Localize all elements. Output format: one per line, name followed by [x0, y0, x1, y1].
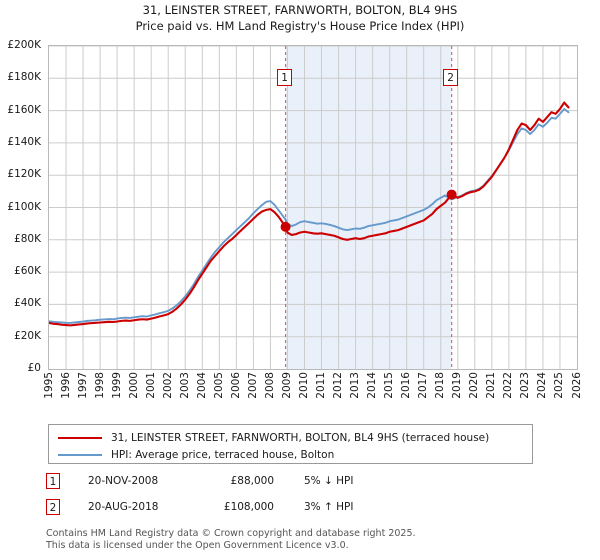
- x-axis-tick-label: 1996: [59, 372, 72, 399]
- x-axis-tick-label: 2021: [485, 372, 498, 399]
- transaction-hpi-delta: 5% ↓ HPI: [304, 475, 354, 487]
- x-axis-tick-label: 2007: [246, 372, 259, 399]
- x-axis-tick-label: 2018: [434, 372, 447, 399]
- page-title: 31, LEINSTER STREET, FARNWORTH, BOLTON, …: [0, 2, 600, 34]
- transaction-number-badge: 1: [46, 473, 60, 489]
- x-axis-tick-label: 2008: [263, 372, 276, 399]
- footer-line-1: Contains HM Land Registry data © Crown c…: [46, 528, 416, 539]
- x-axis-tick-label: 2000: [127, 372, 140, 399]
- x-axis-tick-label: 2002: [161, 372, 174, 399]
- x-axis-tick-label: 2011: [315, 372, 328, 399]
- title-line-1: 31, LEINSTER STREET, FARNWORTH, BOLTON, …: [142, 3, 458, 17]
- x-axis-tick-label: 2001: [144, 372, 157, 399]
- x-axis-tick-label: 2009: [280, 372, 293, 399]
- attribution-footer: Contains HM Land Registry data © Crown c…: [46, 528, 586, 551]
- legend-swatch-price-paid: [58, 436, 102, 439]
- x-axis-tick-label: 2003: [178, 372, 191, 399]
- x-axis-tick-label: 2015: [383, 372, 396, 399]
- x-axis-tick-label: 2010: [297, 372, 310, 399]
- x-axis-tick-label: 2025: [553, 372, 566, 399]
- legend-label-price-paid: 31, LEINSTER STREET, FARNWORTH, BOLTON, …: [111, 431, 490, 444]
- x-axis-tick-label: 2013: [349, 372, 362, 399]
- y-axis-tick-label: £60K: [14, 265, 41, 278]
- transaction-number-badge: 2: [46, 499, 60, 515]
- x-axis-labels: 1995 1996 1997 1998 1999 2000 2001 2002 2003 2004…: [43, 372, 583, 418]
- table-row: 1 20-NOV-2008 £88,000 5% ↓ HPI: [46, 473, 476, 499]
- y-axis-tick-label: £200K: [7, 39, 41, 51]
- y-axis-tick-label: £0: [27, 362, 41, 374]
- chart-legend: 31, LEINSTER STREET, FARNWORTH, BOLTON, …: [48, 424, 533, 464]
- x-axis-tick-label: 1999: [110, 372, 123, 399]
- plot-canvas: [48, 45, 578, 370]
- x-axis-tick-label: 2017: [417, 372, 430, 399]
- x-axis-tick-label: 2020: [468, 372, 481, 399]
- x-axis-tick-label: 2012: [332, 372, 345, 399]
- y-axis-tick-label: £20K: [14, 329, 41, 342]
- legend-item-hpi: HPI: Average price, terraced house, Bolt…: [55, 446, 526, 463]
- transaction-price: £88,000: [230, 475, 274, 487]
- y-axis-tick-label: £140K: [7, 135, 41, 148]
- x-axis-tick-label: 2005: [212, 372, 225, 399]
- legend-item-price-paid: 31, LEINSTER STREET, FARNWORTH, BOLTON, …: [55, 429, 526, 446]
- y-axis-labels: £0 £20K £40K £60K £80K £100K £120K £140K £160K £1…: [0, 40, 46, 374]
- x-axis-tick-label: 2024: [536, 372, 549, 399]
- legend-swatch-hpi: [58, 453, 102, 456]
- x-axis-tick-label: 2022: [502, 372, 515, 399]
- y-axis-tick-label: £120K: [7, 168, 41, 181]
- table-row: 2 20-AUG-2018 £108,000 3% ↑ HPI: [46, 499, 476, 525]
- chart-marker-box-1: 1: [277, 68, 293, 86]
- x-axis-tick-label: 2023: [519, 372, 532, 399]
- x-axis-tick-label: 2026: [570, 372, 583, 399]
- chart-marker-box-2: 2: [443, 68, 459, 86]
- price-history-line-chart: [49, 46, 577, 369]
- y-axis-tick-label: £40K: [14, 297, 41, 310]
- y-axis-tick-label: £160K: [7, 103, 41, 116]
- transaction-price: £108,000: [223, 501, 274, 513]
- x-axis-tick-label: 1995: [42, 372, 55, 399]
- x-axis-tick-label: 1997: [76, 372, 89, 399]
- y-axis-tick-label: £180K: [7, 71, 41, 84]
- transaction-date: 20-AUG-2018: [88, 501, 159, 513]
- x-axis-tick-label: 2006: [229, 372, 242, 399]
- transaction-date: 20-NOV-2008: [88, 475, 159, 487]
- x-axis-tick-label: 2014: [366, 372, 379, 399]
- x-axis-tick-label: 2019: [451, 372, 464, 399]
- footer-line-2: This data is licensed under the Open Gov…: [46, 539, 349, 551]
- transactions-table: 1 20-NOV-2008 £88,000 5% ↓ HPI 2 20-AUG-…: [46, 473, 476, 525]
- legend-label-hpi: HPI: Average price, terraced house, Bolt…: [111, 448, 335, 461]
- x-axis-tick-label: 1998: [93, 372, 106, 399]
- transaction-hpi-delta: 3% ↑ HPI: [304, 501, 354, 513]
- x-axis-tick-label: 2004: [195, 372, 208, 399]
- title-line-2: Price paid vs. HM Land Registry's House …: [135, 19, 465, 33]
- y-axis-tick-label: £100K: [7, 200, 41, 213]
- x-axis-tick-label: 2016: [400, 372, 413, 399]
- y-axis-tick-label: £80K: [14, 232, 41, 245]
